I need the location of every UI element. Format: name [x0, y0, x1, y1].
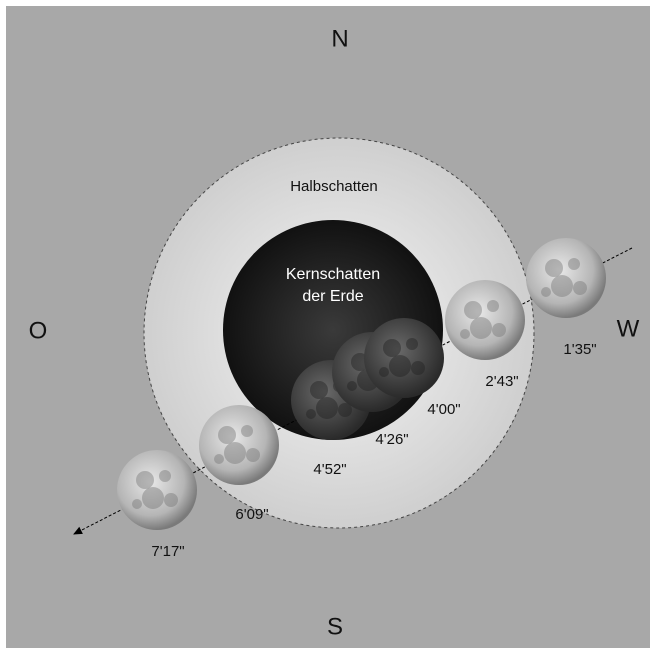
moon-crater — [383, 339, 401, 357]
time-label: 2'43" — [485, 373, 518, 390]
moon-crater — [132, 499, 142, 509]
moon-crater — [159, 470, 171, 482]
time-label: 4'52" — [313, 461, 346, 478]
umbra-label: Kernschatten — [286, 266, 380, 283]
moon-crater — [541, 287, 551, 297]
time-label: 6'09" — [235, 506, 268, 523]
moon-crater — [338, 403, 352, 417]
moon-crater — [310, 381, 328, 399]
time-label: 1'35" — [563, 341, 596, 358]
moon-crater — [214, 454, 224, 464]
moon-disc — [199, 405, 279, 485]
moon-crater — [551, 275, 573, 297]
moon — [117, 450, 197, 530]
time-label: 4'00" — [427, 401, 460, 418]
moon-crater — [411, 361, 425, 375]
moon-crater — [218, 426, 236, 444]
moon-crater — [545, 259, 563, 277]
moon-crater — [136, 471, 154, 489]
moon-crater — [487, 300, 499, 312]
moon-disc — [364, 318, 444, 398]
moon-crater — [224, 442, 246, 464]
moon-crater — [164, 493, 178, 507]
moon-disc — [117, 450, 197, 530]
time-label: 7'17" — [151, 543, 184, 560]
north-label: N — [331, 25, 348, 52]
moon-crater — [306, 409, 316, 419]
moon-crater — [406, 338, 418, 350]
west-label: W — [617, 315, 640, 342]
east-label: O — [29, 317, 48, 344]
moon — [199, 405, 279, 485]
moon-crater — [470, 317, 492, 339]
moon-crater — [460, 329, 470, 339]
moon-crater — [142, 487, 164, 509]
moon-crater — [389, 355, 411, 377]
moon-crater — [347, 381, 357, 391]
moon-crater — [316, 397, 338, 419]
moon-crater — [573, 281, 587, 295]
penumbra-label: Halbschatten — [290, 178, 378, 195]
moons — [117, 238, 606, 530]
moon-crater — [568, 258, 580, 270]
moon-crater — [246, 448, 260, 462]
time-label: 4'26" — [375, 431, 408, 448]
umbra-label: der Erde — [302, 288, 363, 305]
moon — [364, 318, 444, 398]
moon-crater — [379, 367, 389, 377]
moon-disc — [526, 238, 606, 318]
moon — [445, 280, 525, 360]
moon-crater — [464, 301, 482, 319]
moon-crater — [492, 323, 506, 337]
moon — [526, 238, 606, 318]
moon-crater — [241, 425, 253, 437]
moon-disc — [445, 280, 525, 360]
south-label: S — [327, 613, 343, 640]
